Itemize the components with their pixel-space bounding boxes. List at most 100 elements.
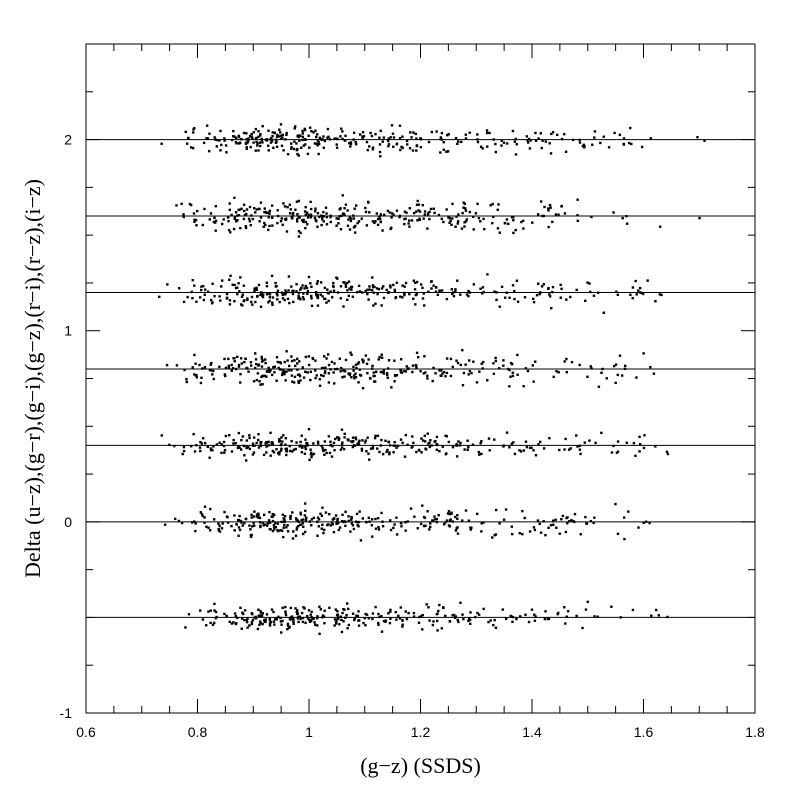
data-point (218, 139, 221, 142)
data-point (435, 435, 439, 439)
data-point (319, 293, 322, 296)
data-point (470, 371, 473, 375)
data-point (271, 216, 274, 219)
data-point (415, 149, 418, 152)
data-point (247, 217, 251, 221)
data-point (245, 439, 249, 442)
data-point (599, 141, 602, 145)
data-point (412, 297, 415, 301)
data-point (252, 515, 256, 518)
data-point (241, 524, 244, 527)
data-point (276, 522, 280, 525)
data-point (283, 298, 286, 302)
data-point (563, 132, 566, 136)
data-point (259, 611, 263, 614)
data-point (271, 515, 275, 518)
data-point (262, 453, 266, 457)
data-point (206, 137, 210, 140)
data-point (319, 137, 323, 141)
data-point (299, 440, 302, 444)
data-point (427, 290, 430, 293)
data-point (263, 221, 266, 225)
data-point (548, 436, 551, 440)
data-point (316, 293, 319, 297)
data-point (549, 524, 553, 527)
data-point (244, 142, 248, 146)
data-point (428, 528, 431, 531)
data-point (247, 370, 250, 373)
data-point (201, 223, 204, 227)
data-point (435, 442, 438, 446)
data-point (357, 381, 360, 384)
data-point (406, 520, 409, 523)
data-point (393, 288, 396, 292)
data-point (316, 615, 319, 618)
data-point (283, 523, 286, 527)
data-point (324, 448, 327, 452)
data-point (264, 361, 267, 365)
data-point (485, 129, 489, 132)
data-point (439, 137, 442, 141)
data-point (254, 352, 257, 355)
data-point (379, 155, 382, 158)
data-point (456, 361, 460, 365)
data-point (361, 439, 364, 442)
data-point (419, 145, 423, 149)
data-point (451, 292, 454, 296)
data-point (370, 289, 374, 292)
data-point (612, 364, 616, 368)
data-point (460, 140, 463, 144)
data-point (346, 602, 349, 605)
data-point (348, 372, 352, 375)
data-point (400, 145, 403, 149)
data-point (236, 616, 239, 620)
data-point (444, 375, 447, 378)
data-point (253, 510, 256, 513)
data-point (358, 368, 362, 371)
data-point (368, 211, 371, 214)
data-point (341, 375, 344, 379)
data-point (415, 137, 418, 140)
data-point (482, 360, 485, 364)
data-point (560, 287, 563, 291)
data-point (302, 144, 305, 147)
data-point (515, 143, 519, 146)
data-point (302, 518, 305, 521)
data-point (447, 133, 450, 136)
data-point (430, 130, 434, 134)
data-point (195, 300, 198, 303)
data-point (299, 511, 302, 514)
data-point (322, 135, 325, 138)
data-point (329, 443, 333, 447)
data-point (322, 374, 325, 378)
data-point (298, 615, 302, 618)
data-point (223, 510, 226, 514)
data-point (272, 365, 275, 369)
data-point (486, 379, 489, 382)
data-point (259, 525, 262, 529)
data-point (231, 367, 235, 370)
data-point (307, 355, 310, 358)
data-point (445, 371, 449, 375)
data-point (246, 298, 249, 302)
data-point (274, 138, 278, 141)
data-point (422, 304, 426, 307)
data-point (401, 296, 404, 299)
data-point (367, 617, 371, 620)
data-point (612, 211, 615, 214)
data-point (252, 436, 256, 439)
data-point (209, 363, 213, 366)
data-point (341, 130, 344, 133)
data-point (305, 211, 309, 214)
data-point (623, 367, 627, 370)
data-point (643, 434, 646, 437)
data-point (303, 287, 306, 290)
data-point (323, 139, 327, 143)
data-point (350, 288, 353, 291)
data-point (453, 616, 457, 620)
data-point (194, 522, 197, 525)
data-point (357, 284, 361, 288)
data-point (423, 440, 427, 443)
data-point (357, 520, 361, 524)
data-point (268, 617, 271, 621)
